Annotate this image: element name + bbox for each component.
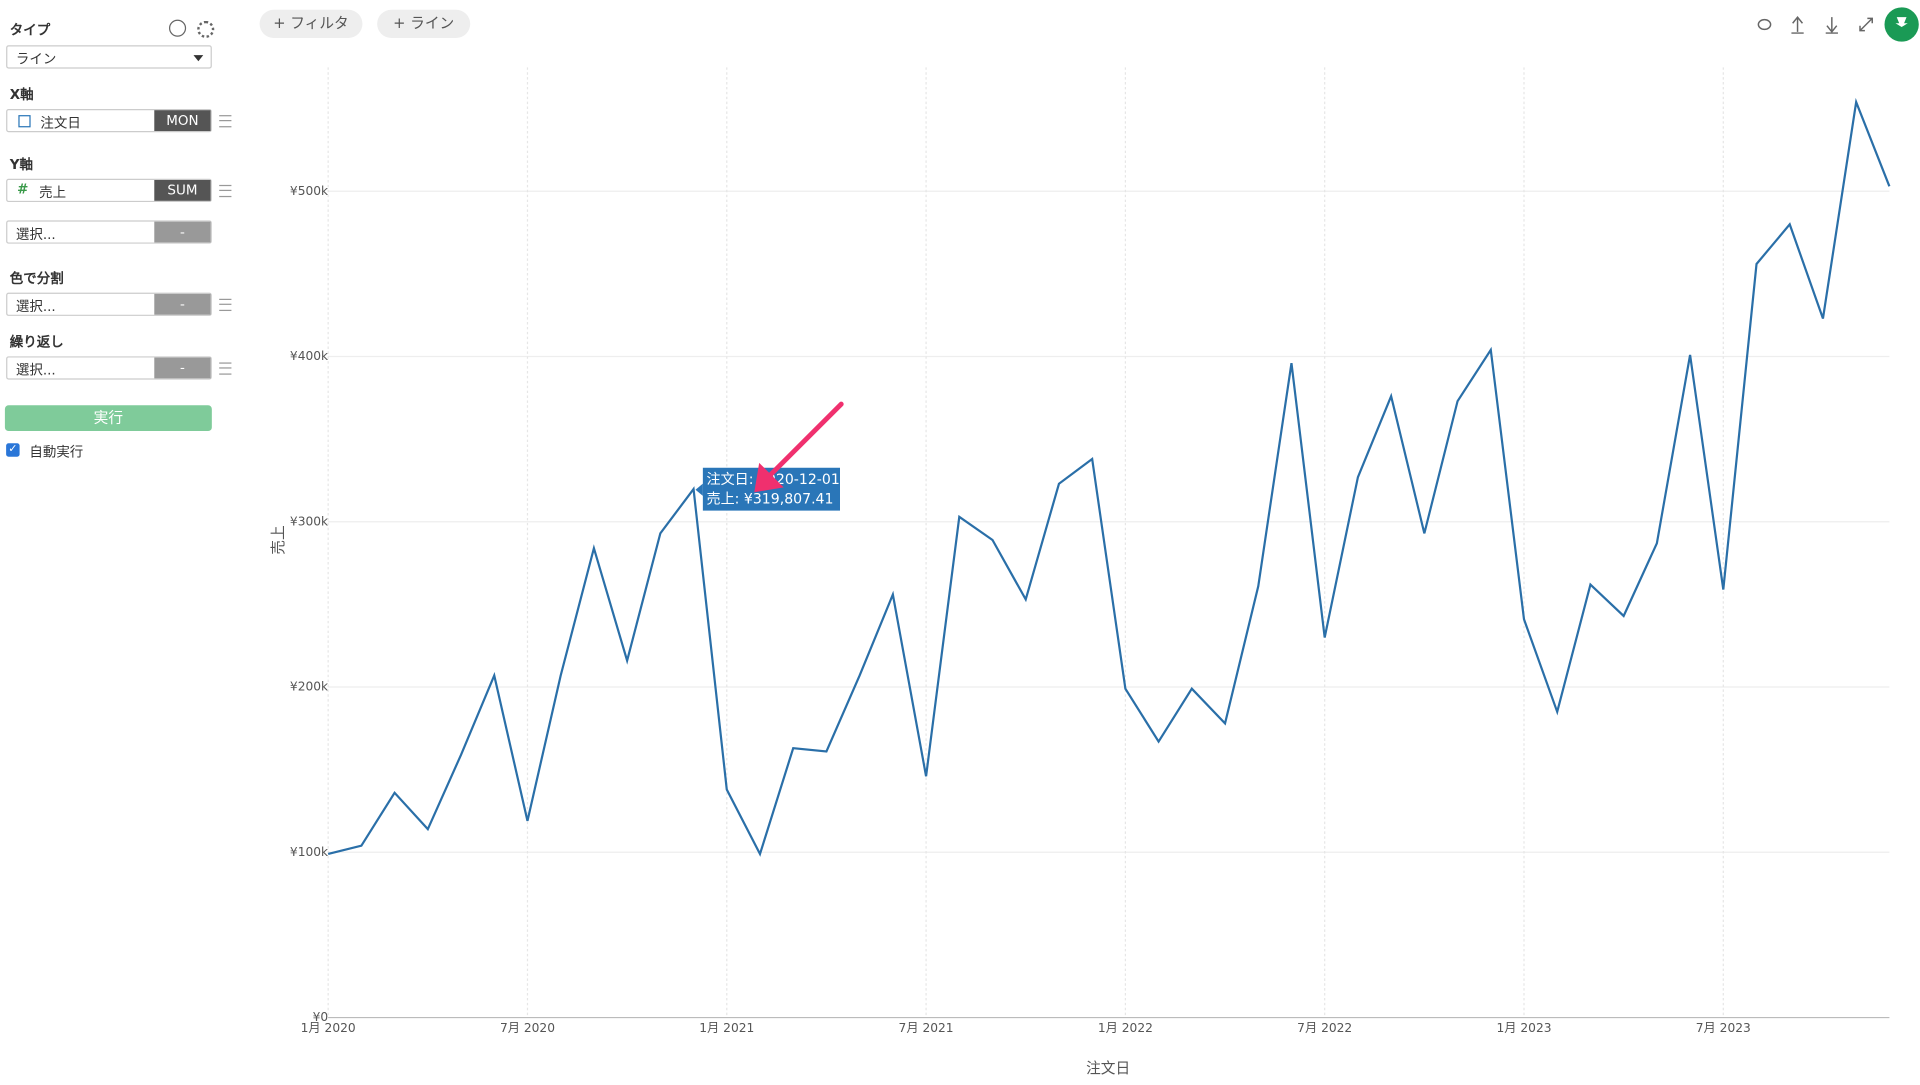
tooltip-line: 売上: ¥319,807.41 — [707, 492, 834, 508]
y-tick-label: ¥200k — [290, 680, 329, 694]
dash-button[interactable]: - — [154, 221, 211, 243]
annotation-arrow — [766, 401, 844, 479]
y-extra-select[interactable]: 選択... - — [6, 220, 212, 244]
y-tick-label: ¥100k — [290, 845, 329, 859]
color-label: 色で分割 — [9, 270, 64, 287]
placeholder: 選択... — [15, 362, 56, 379]
x-field[interactable]: 注文日 MON — [6, 108, 212, 133]
repeat-select[interactable]: 選択... - — [6, 356, 212, 380]
menu-icon[interactable] — [219, 362, 232, 375]
x-tick-label: 7月 2023 — [1696, 1021, 1751, 1035]
run-button[interactable]: 実行 — [4, 405, 212, 432]
line — [327, 97, 1891, 857]
x-tick-label: 1月 2023 — [1496, 1021, 1551, 1035]
x-agg-button[interactable]: MON — [154, 110, 211, 132]
x-field-name: 注文日 — [40, 115, 81, 132]
settings-icon[interactable] — [197, 20, 215, 38]
placeholder: 選択... — [15, 298, 56, 315]
expand-icon[interactable] — [1859, 17, 1873, 32]
y-tick-label: ¥400k — [290, 349, 329, 363]
upload-icon[interactable] — [1791, 15, 1804, 34]
x-tick-label: 1月 2022 — [1098, 1021, 1153, 1035]
y-tick-label: ¥0 — [313, 1010, 329, 1024]
x-axis-label: X軸 — [9, 86, 34, 103]
menu-icon[interactable] — [219, 184, 232, 198]
filter-button[interactable]: + フィルタ — [259, 9, 363, 38]
comment-icon[interactable] — [1757, 18, 1772, 31]
repeat-label: 繰り返し — [9, 334, 64, 351]
menu-icon[interactable] — [219, 298, 232, 312]
auto-run-label: 自動実行 — [29, 444, 84, 461]
x-tick-label: 1月 2020 — [301, 1021, 356, 1035]
menu-icon[interactable] — [219, 115, 232, 128]
tooltip-pointer — [695, 483, 703, 496]
type-label: タイプ — [9, 22, 51, 38]
y-field-name: 売上 — [39, 184, 67, 201]
line-button[interactable]: + ライン — [377, 9, 471, 38]
help-icon[interactable] — [168, 19, 187, 37]
y-tick-label: ¥500k — [290, 184, 329, 198]
pin-icon — [1895, 17, 1908, 34]
y-axis-title: 売上 — [270, 525, 287, 554]
calendar-icon — [18, 115, 31, 128]
caret — [193, 55, 204, 62]
dash-button[interactable]: - — [154, 357, 211, 379]
annotation-arrowhead — [754, 462, 784, 493]
x-tick-label: 7月 2022 — [1297, 1021, 1352, 1035]
x-tick-label: 1月 2021 — [699, 1021, 754, 1035]
x-tick-label: 7月 2020 — [500, 1021, 555, 1035]
number-icon: # — [17, 181, 29, 198]
y-axis-label: Y軸 — [9, 156, 34, 173]
y-agg-button[interactable]: SUM — [154, 180, 211, 201]
dash-button[interactable]: - — [154, 293, 211, 315]
y-tick-label: ¥300k — [290, 514, 329, 528]
placeholder: 選択... — [15, 226, 56, 243]
color-select[interactable]: 選択... - — [6, 292, 212, 316]
type-value: ライン — [15, 51, 57, 68]
y-field[interactable]: # 売上 SUM — [6, 178, 212, 203]
type-dropdown[interactable]: ライン — [6, 45, 212, 69]
x-tick-label: 7月 2021 — [899, 1021, 954, 1035]
download-icon[interactable] — [1825, 17, 1838, 34]
auto-run-checkbox[interactable]: ✓ — [6, 443, 20, 457]
x-axis-title: 注文日 — [1086, 1060, 1130, 1077]
